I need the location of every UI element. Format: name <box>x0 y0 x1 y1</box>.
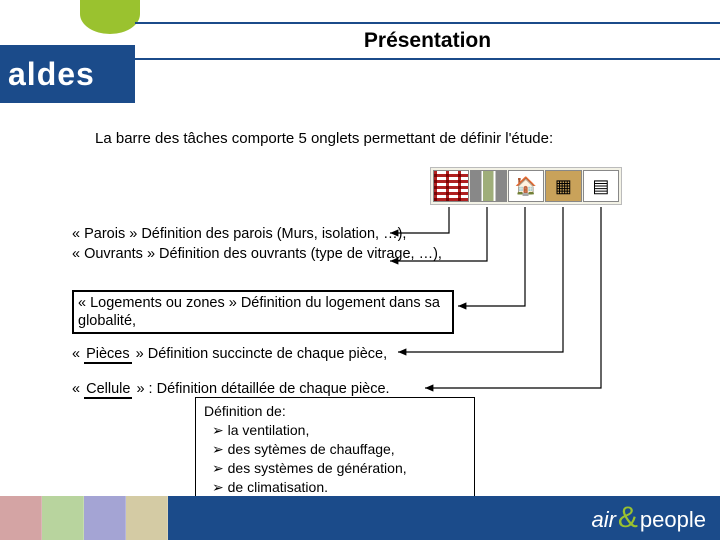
desc-parois: « Parois » Définition des parois (Murs, … <box>72 225 442 243</box>
footer-bar: air&people <box>0 496 720 540</box>
definition-item: des sytèmes de chauffage, <box>212 440 466 459</box>
cellule-keyword: Cellule <box>84 381 132 399</box>
decorative-leaf <box>80 0 140 34</box>
desc-ouvrants: « Ouvrants » Définition des ouvrants (ty… <box>72 245 442 263</box>
definition-item: de climatisation. <box>212 478 466 497</box>
face-thumbnail <box>84 496 126 540</box>
footer-brand: air&people <box>591 501 706 535</box>
face-thumbnail <box>42 496 84 540</box>
cellule-prefix: « <box>72 381 84 397</box>
pieces-prefix: « <box>72 346 84 362</box>
tab-cellule[interactable]: ▤ <box>583 170 619 202</box>
footer-brand-right: people <box>640 507 706 533</box>
tab-parois[interactable] <box>433 170 469 202</box>
tab-ouvrants[interactable] <box>470 170 506 202</box>
definition-item: la ventilation, <box>212 421 466 440</box>
footer-brand-left: air <box>591 507 615 533</box>
tab-logements[interactable]: 🏠 <box>508 170 544 202</box>
definition-box-title: Définition de: <box>204 402 466 421</box>
face-thumbnail <box>126 496 168 540</box>
definition-item: des systèmes de génération, <box>212 459 466 478</box>
ampersand-icon: & <box>616 501 640 535</box>
cellule-suffix: » : Définition détaillée de chaque pièce… <box>132 381 389 397</box>
tab-pieces[interactable]: ▦ <box>545 170 581 202</box>
tabs-toolbar: 🏠 ▦ ▤ <box>430 167 622 205</box>
page-title: Présentation <box>135 22 720 60</box>
desc-pieces: « Pièces » Définition succincte de chaqu… <box>72 345 442 363</box>
face-thumbnail <box>0 496 42 540</box>
definition-box: Définition de: la ventilation, des sytèm… <box>195 397 475 503</box>
pieces-suffix: » Définition succincte de chaque pièce, <box>132 346 388 362</box>
pieces-keyword: Pièces <box>84 346 132 364</box>
footer-faces <box>0 496 168 540</box>
desc-logements: « Logements ou zones » Définition du log… <box>72 290 454 334</box>
intro-text: La barre des tâches comporte 5 onglets p… <box>95 130 690 147</box>
desc-cellule: « Cellule » : Définition détaillée de ch… <box>72 380 442 398</box>
brand-logo: aldes <box>0 45 135 103</box>
